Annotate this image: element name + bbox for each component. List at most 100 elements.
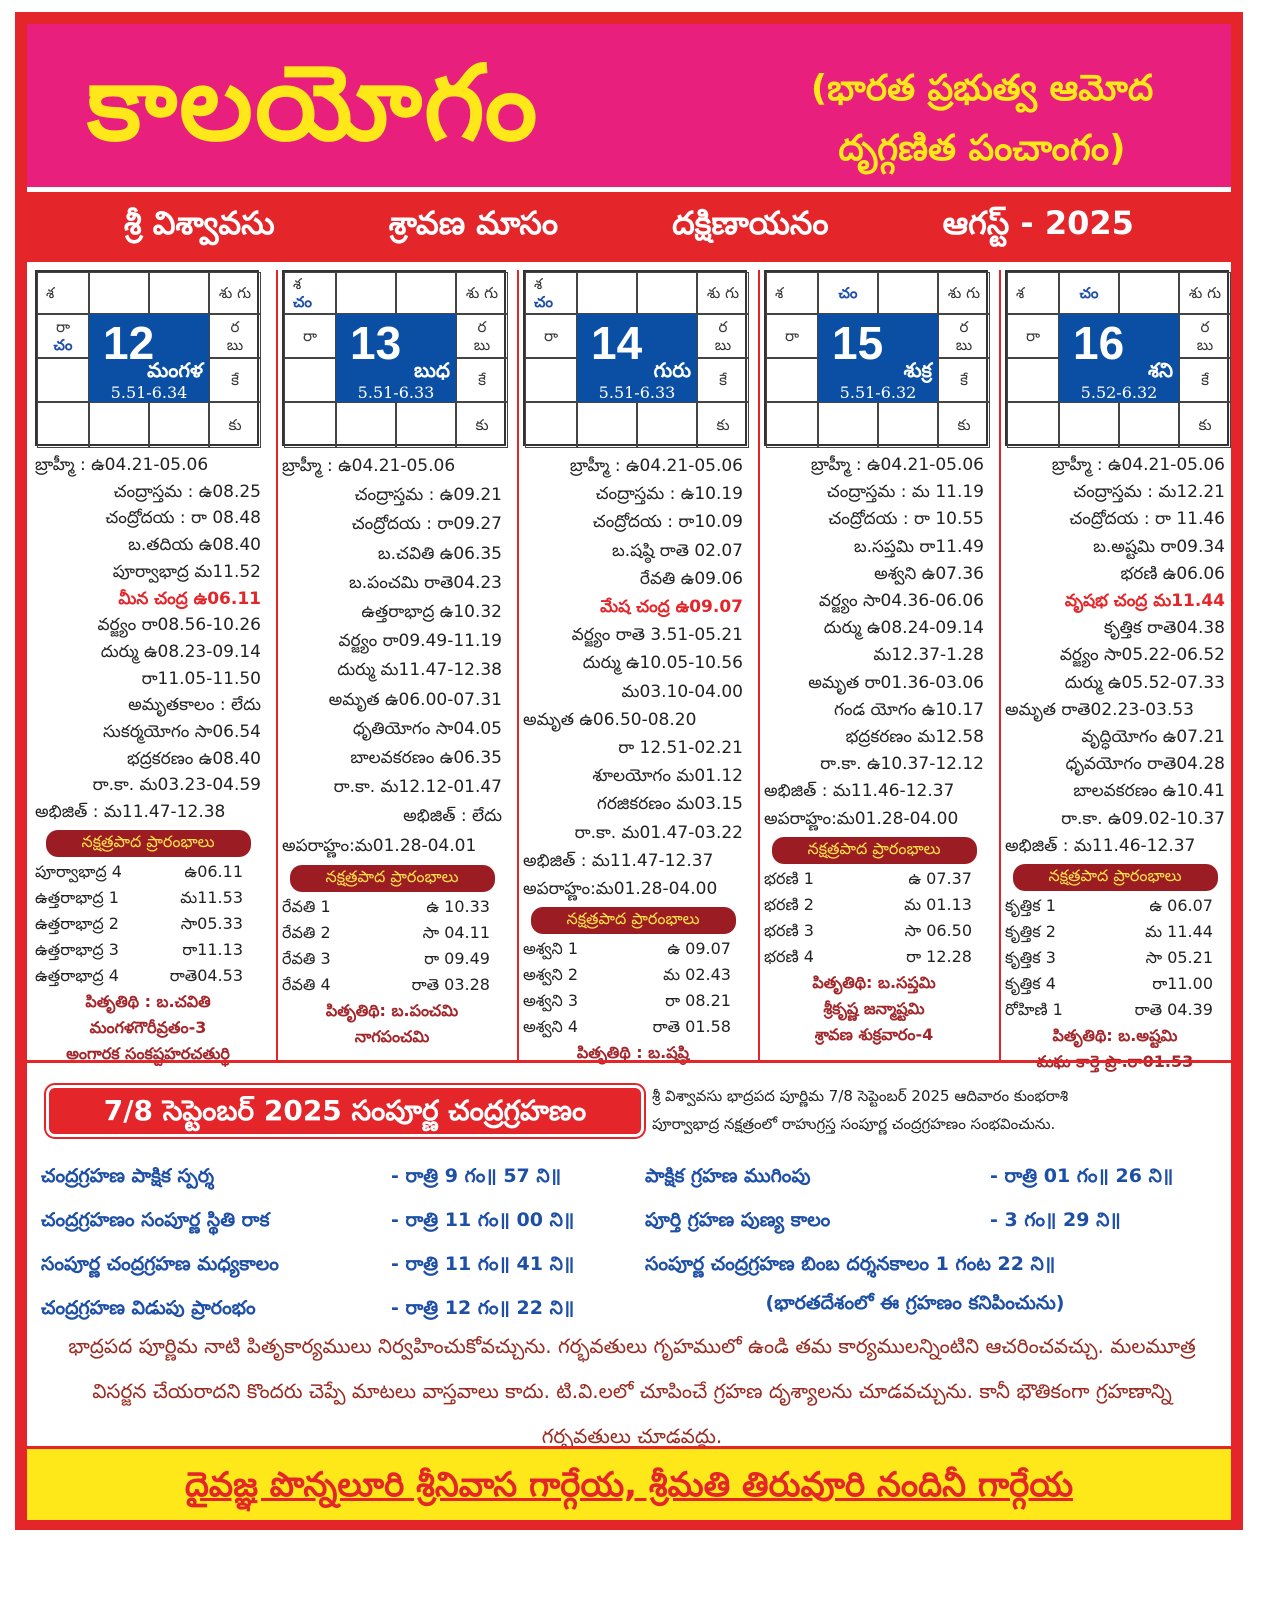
planet-label: రా xyxy=(543,327,559,345)
chart-cell xyxy=(1119,272,1179,314)
header: కాలయోగం (భారత ప్రభుత్వ ఆమోద దృగ్గణిత పంచ… xyxy=(27,24,1231,187)
planet-label: రా xyxy=(784,327,800,345)
panchang-line: భరణి ఉ06.06 xyxy=(1120,563,1225,584)
nakshatra-pada-row: భరణి 2 మ 01.13 xyxy=(764,892,984,918)
chart-cell: శు గు xyxy=(938,272,990,314)
chart-cell xyxy=(878,402,938,448)
chart-cell xyxy=(637,272,697,314)
panchang-line: అపరాహ్ణం:మ01.28-04.01 xyxy=(282,835,477,856)
pada-time: మ11.53 xyxy=(180,887,243,907)
planet-label: చం xyxy=(534,293,554,311)
panchang-line: వర్జ్యం రాతె 3.51-05.21 xyxy=(571,625,743,646)
planet-label: కే xyxy=(1201,371,1209,389)
pada-name: భరణి 2 xyxy=(764,894,814,914)
day-column: శ చం శు గు రా ర బు కే కు 14 గురు 5.51-6.33 బ్రాహ్మీ… xyxy=(517,270,749,1062)
panchang-line: వర్జ్యం రా08.56-10.26 xyxy=(97,615,261,636)
chart-cell: రా xyxy=(766,314,818,358)
eclipse-advice: భాద్రపద పూర్ణిమ నాటి పితృకార్యములు నిర్వ… xyxy=(68,1334,1196,1448)
date-number: 12 xyxy=(103,317,155,369)
panchang-line: దుర్ము ఉ10.05-10.56 xyxy=(582,653,743,674)
festival-note: నాగపంచమి xyxy=(354,1026,430,1046)
pada-name: అశ్వని 3 xyxy=(523,991,579,1011)
planet-chart: శ చం శు గు రా ర బు కే కు 13 బుధ 5.51-6.33 xyxy=(282,270,508,448)
nakshatra-pada-row: అశ్వని 2 మ 02.43 xyxy=(523,962,743,988)
panchang-line: అపరాహ్ణం:మ01.28-04.00 xyxy=(764,808,959,829)
nakshatra-pada-row: అశ్వని 3 రా 08.21 xyxy=(523,988,743,1014)
pada-name: రేవతి 1 xyxy=(282,896,331,916)
chart-cell: శు గు xyxy=(209,272,261,314)
chart-cell: కే xyxy=(209,358,261,402)
pada-time: మ 02.43 xyxy=(663,965,731,985)
pada-time: రా 08.21 xyxy=(665,991,731,1011)
date-box: 13 బుధ 5.51-6.33 xyxy=(336,314,456,402)
darshana-duration: సంపూర్ణ చంద్రగ్రహణ బింబ దర్శనకాలం 1 గంట … xyxy=(645,1253,1056,1275)
eclipse-timings-right: పాక్షిక గ్రహణ ముగింపు - రాత్రి 01 గం॥ 26 … xyxy=(645,1154,1173,1286)
pada-time: రా 12.28 xyxy=(906,946,972,966)
pada-time: మ 01.13 xyxy=(904,894,972,914)
festival-note: అంగారక సంకష్టహరచతుర్థి xyxy=(66,1043,230,1063)
divider xyxy=(27,1060,1231,1063)
pada-name: భరణి 3 xyxy=(764,920,814,940)
weekday: శుక్ర xyxy=(903,358,932,382)
panchang-line: బ.షష్ఠి రాతె 02.07 xyxy=(611,540,743,561)
pada-name: ఉత్తరాభాద్ర 3 xyxy=(35,939,119,959)
planet-label: బు xyxy=(1196,336,1214,354)
timing-label: సంపూర్ణ చంద్రగ్రహణ మధ్యకాలం xyxy=(41,1253,279,1275)
chart-cell: రా xyxy=(284,314,336,358)
chart-cell xyxy=(818,402,878,448)
panchang-line: రా.కా. ఉ10.37-12.12 xyxy=(820,754,984,775)
timing-row: సంపూర్ణ చంద్రగ్రహణ మధ్యకాలం - రాత్రి 11 గ… xyxy=(41,1242,574,1286)
nakshatra-pada-row: ఉత్తరాభాద్ర 3 రా11.13 xyxy=(35,937,261,963)
planet-label: శ xyxy=(1016,284,1025,302)
panchang-line: రా.కా. మ03.23-04.59 xyxy=(92,775,261,796)
pada-time: ఉ 10.33 xyxy=(426,896,490,916)
chart-cell xyxy=(89,272,149,314)
pada-name: రేవతి 3 xyxy=(282,948,331,968)
sunrise-sunset: 5.51-6.33 xyxy=(357,383,435,402)
nakshatra-pada-row: భరణి 1 ఉ 07.37 xyxy=(764,866,984,892)
day-column: శ చం శు గు రా ర బు కే కు 16 శని 5.52-6.32 బ్రాహ్మీ … xyxy=(999,270,1231,1071)
planet-label: కు xyxy=(1198,416,1212,434)
subtitle-line: (భారత ప్రభుత్వ ఆమోద xyxy=(810,68,1154,109)
timing-row: పూర్తి గ్రహణ పుణ్య కాలం - 3 గం॥ 29 ని॥ xyxy=(645,1198,1173,1242)
chart-cell xyxy=(577,402,637,448)
pada-time: ఉ 06.07 xyxy=(1149,896,1213,916)
chart-cell: కే xyxy=(938,358,990,402)
pada-time: రాతె 04.39 xyxy=(1134,1000,1213,1020)
panchang-line: చంద్రోదయ : రా 11.46 xyxy=(1069,509,1225,530)
chart-cell xyxy=(1007,358,1059,402)
nakshatra-pada-row: పూర్వాభాద్ర 4 ఉ06.11 xyxy=(35,859,261,885)
pada-name: అశ్వని 1 xyxy=(523,939,579,959)
pada-time: రా11.00 xyxy=(1152,974,1213,994)
chart-cell xyxy=(1119,402,1179,448)
chart-cell xyxy=(396,402,456,448)
planet-chart: శ శు గు రా చం ర బు కే కు 12 మంగళ 5.51-6.34 xyxy=(35,270,261,448)
festival-note: శ్రీకృష్ణ జన్మాష్టమి xyxy=(823,998,925,1018)
planet-label: కు xyxy=(716,416,730,434)
chart-cell: ర బు xyxy=(697,314,749,358)
timing-row: చంద్రగ్రహణ విడుపు ప్రారంభం - రాత్రి 12 గం… xyxy=(41,1286,574,1330)
pada-time: ఉ06.11 xyxy=(184,861,243,881)
pada-name: భరణి 1 xyxy=(764,868,814,888)
pada-name: పూర్వాభాద్ర 4 xyxy=(35,861,122,881)
chart-cell: కు xyxy=(209,402,261,448)
chart-cell: రా చం xyxy=(37,314,89,358)
panchang-line: బ్రాహ్మీ : ఉ04.21-05.06 xyxy=(282,456,456,476)
pada-name: అశ్వని 2 xyxy=(523,965,579,985)
weekday: బుధ xyxy=(413,358,450,382)
chart-cell: రా xyxy=(1007,314,1059,358)
calendar-page: కాలయోగం (భారత ప్రభుత్వ ఆమోద దృగ్గణిత పంచ… xyxy=(15,12,1243,1530)
planet-label: శ xyxy=(46,284,55,302)
planet-label: కు xyxy=(475,416,489,434)
nakshatra-pada-row: రేవతి 1 ఉ 10.33 xyxy=(282,894,502,920)
pada-name: రేవతి 4 xyxy=(282,974,331,994)
panchang-line: భద్రకరణం ఉ08.40 xyxy=(126,748,261,769)
pada-time: రాతె04.53 xyxy=(169,965,243,985)
month-year: ఆగస్ట్ - 2025 xyxy=(942,204,1134,242)
chart-cell xyxy=(336,402,396,448)
panchang-line: దుర్ము ఉ08.24-09.14 xyxy=(823,618,984,639)
chart-cell xyxy=(1007,402,1059,448)
chart-cell xyxy=(396,272,456,314)
day-column: శ శు గు రా చం ర బు కే కు 12 మంగళ 5.51-6.34 బ్రాహ్మీ… xyxy=(35,270,261,1063)
date-number: 13 xyxy=(350,317,402,369)
